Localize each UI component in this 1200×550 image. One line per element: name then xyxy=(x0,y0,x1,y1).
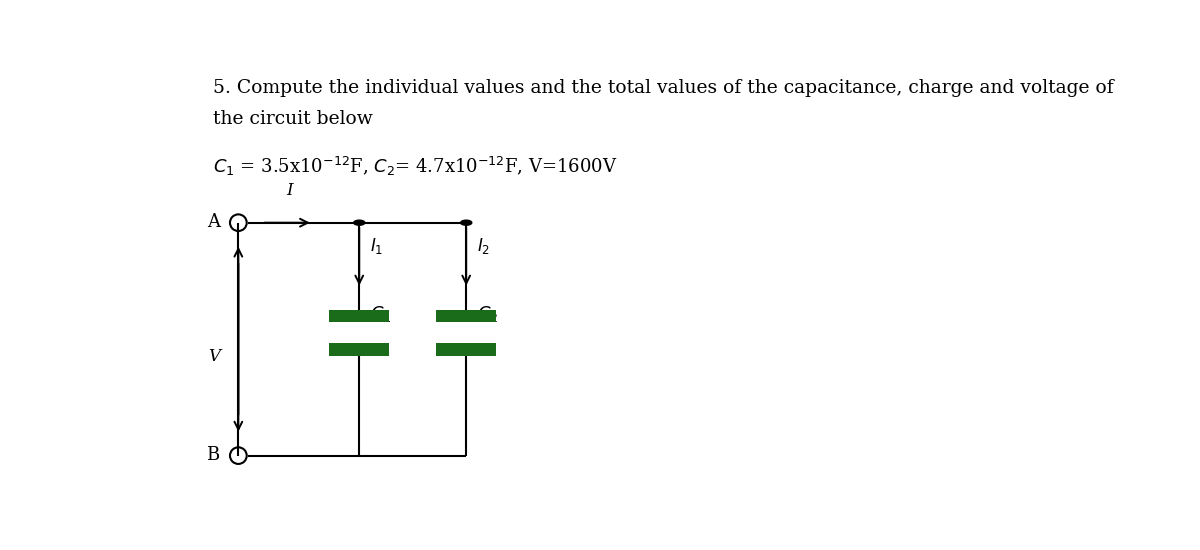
Text: the circuit below: the circuit below xyxy=(214,111,373,129)
Text: B: B xyxy=(206,446,220,464)
Text: A: A xyxy=(206,213,220,231)
Text: I: I xyxy=(286,183,293,200)
Text: $C_1$: $C_1$ xyxy=(371,304,392,324)
Text: $C_2$: $C_2$ xyxy=(478,304,499,324)
Text: 5. Compute the individual values and the total values of the capacitance, charge: 5. Compute the individual values and the… xyxy=(214,79,1114,97)
Text: $I_2$: $I_2$ xyxy=(478,236,491,256)
Text: $I_1$: $I_1$ xyxy=(371,236,384,256)
Bar xyxy=(436,310,497,322)
Bar xyxy=(329,310,390,322)
Bar xyxy=(329,343,390,356)
Text: $C_1$ = 3.5x10$^{-12}$F, $C_2$= 4.7x10$^{-12}$F, V=1600V: $C_1$ = 3.5x10$^{-12}$F, $C_2$= 4.7x10$^… xyxy=(214,155,618,178)
Circle shape xyxy=(461,220,472,225)
Text: V: V xyxy=(208,348,220,365)
Bar xyxy=(436,343,497,356)
Circle shape xyxy=(354,220,365,225)
